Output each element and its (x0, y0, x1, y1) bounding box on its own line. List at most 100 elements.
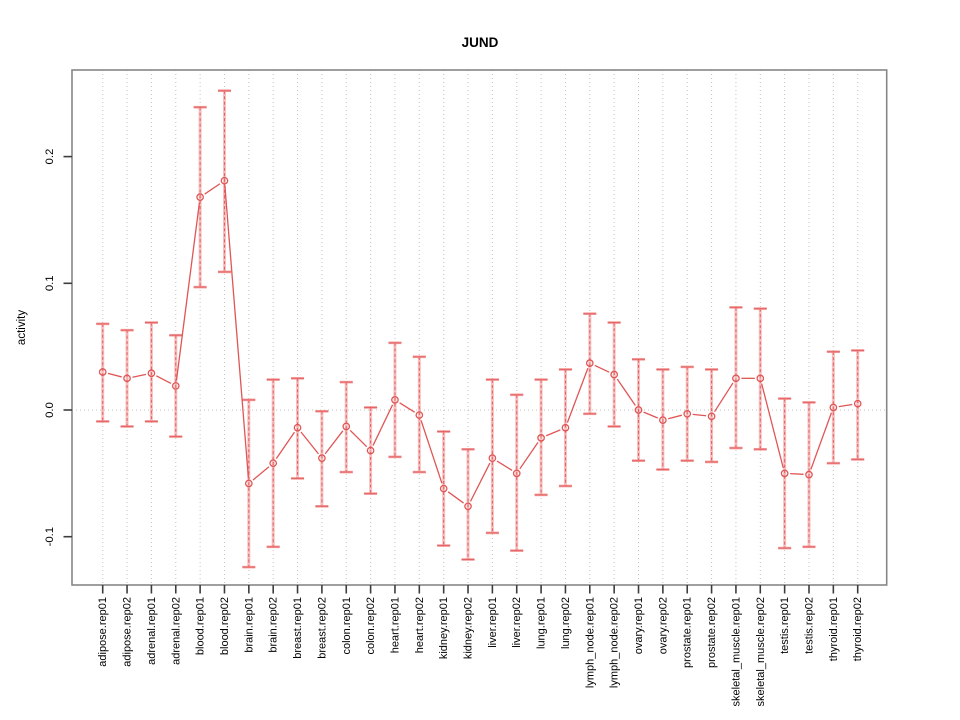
data-point-marker (853, 399, 862, 408)
x-tick-label: skeletal_muscle.rep02 (755, 597, 767, 706)
data-point-marker (732, 374, 740, 383)
series-line-segment (519, 442, 539, 470)
x-tick-label: lung.rep02 (560, 597, 572, 649)
x-tick-label: brain.rep01 (243, 597, 255, 653)
data-point-marker (123, 374, 131, 383)
series-line-segment (668, 414, 683, 420)
data-point-marker (147, 369, 156, 378)
series-line-segment (349, 429, 368, 448)
data-point-marker (439, 484, 448, 493)
x-tick-label: blood.rep01 (195, 597, 207, 655)
series-line-segment (275, 431, 295, 460)
data-series (96, 89, 865, 569)
x-tick-label: adipose.rep01 (97, 597, 109, 667)
y-tick-label: 0.0 (44, 402, 56, 418)
x-tick-label: ovary.rep02 (657, 597, 669, 654)
x-tick-label: adrenal.rep01 (146, 597, 158, 665)
x-tick-label: ovary.rep01 (633, 597, 645, 654)
series-line-segment (810, 412, 833, 470)
series-line-segment (447, 491, 464, 504)
series-line-segment (107, 372, 122, 378)
data-point-marker (707, 412, 716, 421)
data-point-marker (244, 479, 253, 488)
data-point-marker (366, 446, 375, 455)
data-point-marker (610, 370, 619, 379)
data-point-marker (318, 454, 326, 462)
y-tick-label: -0.1 (44, 527, 56, 546)
series-line-segment (224, 186, 250, 479)
series-line-segment (175, 202, 201, 381)
x-tick-label: lymph_node.rep02 (609, 597, 621, 688)
y-tick-label: 0.1 (44, 275, 56, 291)
x-tick-label: blood.rep02 (219, 597, 231, 655)
series-line-segment (790, 472, 804, 475)
x-tick-label: thyroid.rep02 (852, 597, 864, 661)
data-point-marker (415, 411, 424, 419)
series-line-segment (838, 403, 853, 408)
x-tick-label: liver.rep01 (487, 597, 499, 648)
x-tick-label: thyroid.rep01 (828, 597, 840, 661)
series-line-segment (545, 429, 561, 437)
data-point-marker (220, 176, 229, 185)
series-line-segment (155, 375, 172, 384)
x-tick-label: liver.rep02 (511, 597, 523, 648)
x-tick-label: adrenal.rep02 (170, 597, 182, 665)
data-point-marker (512, 469, 521, 478)
data-point-marker (659, 416, 667, 424)
data-point-marker (634, 406, 643, 414)
x-tick-label: heart.rep01 (389, 597, 401, 653)
x-tick-label: prostate.rep01 (682, 597, 694, 668)
x-tick-label: breast.rep02 (316, 597, 328, 659)
chart-title: JUND (462, 35, 499, 50)
data-point-marker (342, 422, 351, 431)
series-line-segment (761, 383, 784, 469)
data-point-marker (171, 382, 180, 390)
plot-frame (71, 69, 888, 586)
data-point-marker (683, 409, 692, 418)
x-tick-label: lymph_node.rep01 (584, 597, 596, 688)
data-point-marker (780, 469, 789, 478)
series-line-segment (399, 402, 415, 413)
data-point-marker (585, 359, 594, 367)
series-line-segment (372, 404, 394, 446)
data-point-marker (756, 374, 765, 383)
x-tick-label: colon.rep02 (365, 597, 377, 655)
x-axis: adipose.rep01 adipose.rep02 adrenal.rep01 a… (97, 585, 864, 706)
data-point-marker (464, 502, 472, 511)
x-tick-label: testis.rep01 (779, 597, 791, 654)
data-point-marker (561, 423, 570, 432)
series-line-segment (252, 466, 270, 481)
data-point-marker (391, 396, 399, 404)
data-point-marker (537, 434, 545, 442)
data-point-marker (196, 193, 204, 201)
y-axis: 0.2 0.1 0.0 -0.1 (44, 149, 72, 546)
x-tick-label: kidney.rep01 (438, 597, 450, 659)
x-tick-label: lung.rep01 (536, 597, 548, 649)
y-tick-label: 0.2 (44, 149, 56, 165)
series-line-segment (300, 431, 319, 455)
data-point-marker (488, 454, 497, 462)
y-axis-title: activity (16, 310, 28, 345)
series-line-segment (594, 364, 610, 373)
series-line-segment (713, 382, 734, 413)
data-point-marker (269, 459, 278, 468)
x-tick-label: heart.rep02 (414, 597, 426, 653)
x-tick-label: prostate.rep02 (706, 597, 718, 668)
x-tick-label: breast.rep01 (292, 597, 304, 659)
x-tick-label: adipose.rep02 (122, 597, 134, 667)
series-line-segment (566, 368, 589, 423)
series-line-segment (204, 183, 221, 195)
series-line-segment (469, 462, 491, 502)
series-line-segment (692, 413, 707, 417)
data-point-marker (98, 368, 107, 376)
x-tick-label: testis.rep02 (803, 597, 815, 654)
x-tick-label: skeletal_muscle.rep01 (730, 597, 742, 706)
data-point-marker (829, 403, 838, 412)
x-tick-label: brain.rep02 (268, 597, 280, 653)
x-tick-label: colon.rep01 (341, 597, 353, 655)
data-point-marker (805, 470, 813, 479)
series-line-segment (324, 430, 344, 455)
